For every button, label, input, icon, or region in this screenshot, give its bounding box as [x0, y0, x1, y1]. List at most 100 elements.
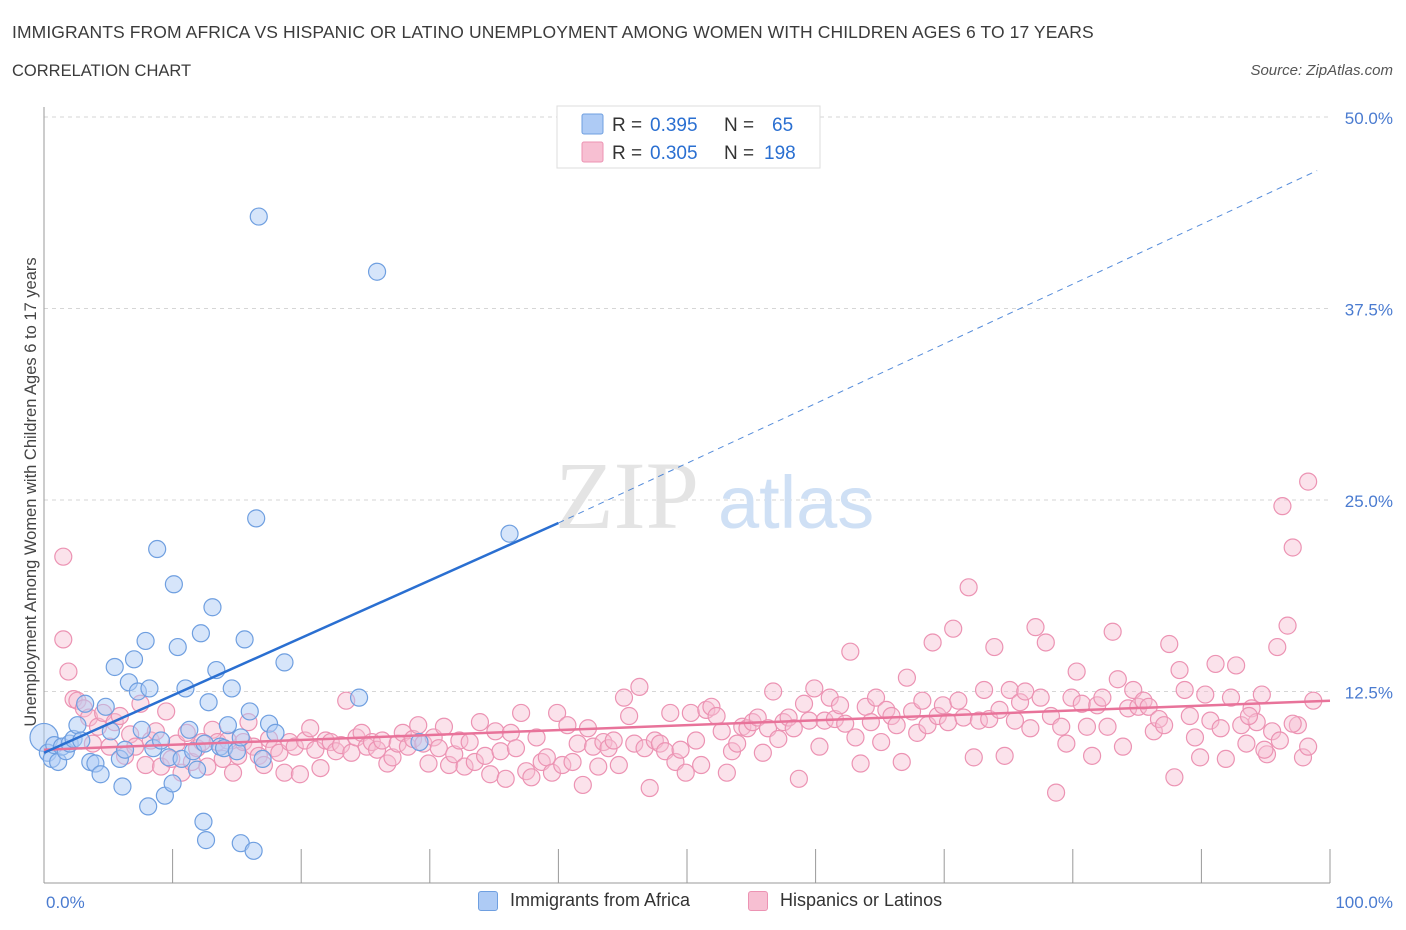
hispanic-point — [671, 740, 690, 759]
hispanic-point — [841, 642, 860, 661]
hispanic-point — [995, 746, 1014, 765]
hispanic-point — [1098, 717, 1117, 736]
africa-point — [113, 777, 132, 796]
africa-point — [191, 624, 210, 643]
hispanic-point — [460, 732, 479, 752]
hispanic-point — [59, 662, 78, 681]
africa-point — [235, 630, 254, 649]
hispanic-point — [481, 765, 500, 784]
africa-point — [247, 509, 266, 528]
source-label: Source: ZipAtlas.com — [1250, 62, 1393, 79]
hispanic-point — [944, 619, 963, 638]
hispanic-point — [311, 758, 330, 778]
hispanic-point — [537, 748, 556, 767]
hispanic-point — [830, 696, 850, 715]
hispanic-point — [964, 748, 983, 767]
hispanic-point — [383, 748, 402, 767]
hispanic-point — [753, 743, 772, 762]
hispanic-point — [1239, 706, 1259, 726]
hispanic-point — [455, 757, 474, 776]
africa-point — [194, 812, 213, 831]
hispanic-point — [810, 737, 829, 756]
hispanic-point — [1067, 662, 1086, 681]
hispanic-point — [1270, 731, 1289, 750]
hispanic-point — [136, 755, 155, 775]
hispanic-point — [223, 763, 243, 782]
hispanic-point — [769, 729, 788, 749]
africa-point — [115, 740, 135, 759]
hispanic-point — [496, 769, 515, 788]
africa-point — [164, 575, 183, 594]
hispanic-point — [620, 706, 639, 726]
hispanic-point — [954, 708, 973, 727]
hispanic-point — [342, 743, 361, 762]
hispanic-point — [1108, 670, 1127, 689]
hispanic-point — [445, 745, 464, 764]
hispanic-point — [1155, 716, 1174, 735]
hispanic-point — [1211, 719, 1230, 738]
hispanic-point — [728, 734, 747, 753]
legend-item-africa[interactable]: Immigrants from Africa — [478, 890, 690, 911]
hispanic-point — [681, 703, 700, 723]
hispanic-point — [434, 717, 454, 736]
legend-swatch-hispanic-bottom — [748, 890, 768, 911]
hispanic-point — [563, 752, 582, 772]
hispanic-trend-line — [43, 699, 1331, 751]
legend-r-label-hispanic: R = — [612, 143, 647, 164]
hispanic-point — [54, 630, 73, 649]
hispanic-point — [429, 739, 448, 758]
legend-n-value-africa: 65 — [772, 115, 793, 136]
x-tick-label: 0.0% — [46, 893, 85, 912]
hispanic-point — [974, 680, 994, 700]
africa-point — [253, 749, 272, 769]
hispanic-point — [1299, 737, 1318, 756]
africa-point — [91, 765, 110, 784]
hispanic-point — [686, 731, 706, 750]
africa-point — [168, 637, 187, 657]
africa-point — [148, 539, 167, 559]
legend-swatch-africa — [581, 113, 604, 135]
hispanic-point — [1005, 711, 1025, 730]
africa-point — [203, 598, 222, 617]
legend-label-africa: Immigrants from Africa — [510, 890, 691, 910]
hispanic-point — [584, 737, 603, 756]
series-legend: Immigrants from Africa Hispanics or Lati… — [0, 890, 1406, 916]
africa-point — [196, 831, 216, 850]
hispanic-point — [1227, 656, 1246, 675]
hispanic-point — [1255, 740, 1274, 759]
hispanic-point — [697, 700, 716, 719]
africa-point — [76, 694, 95, 713]
hispanic-point — [985, 637, 1004, 657]
africa-point — [266, 723, 285, 742]
hispanic-point — [419, 754, 438, 773]
hispanic-point — [1103, 622, 1122, 641]
watermark-atlas: atlas — [718, 461, 874, 544]
legend-swatch-africa-bottom — [478, 890, 498, 911]
hispanic-point — [1293, 748, 1313, 767]
hispanic-point — [640, 778, 659, 798]
africa-trend-line — [43, 521, 559, 754]
hispanic-point — [1252, 685, 1271, 704]
hispanic-point — [542, 763, 562, 782]
hispanic-point — [1160, 634, 1179, 654]
hispanic-point — [1263, 722, 1282, 741]
hispanic-point — [1283, 714, 1302, 733]
y-tick-label: 12.5% — [1345, 684, 1393, 703]
hispanic-point — [990, 700, 1009, 719]
legend-label-hispanic: Hispanics or Latinos — [780, 890, 943, 910]
hispanic-point — [465, 752, 484, 772]
hispanic-point — [157, 702, 176, 721]
legend-r-value-africa: 0.395 — [650, 115, 698, 136]
legend-item-hispanic[interactable]: Hispanics or Latinos — [748, 890, 942, 911]
hispanic-point — [805, 679, 824, 698]
hispanic-point — [1196, 685, 1215, 704]
hispanic-point — [1062, 688, 1081, 707]
hispanic-point — [1278, 616, 1297, 635]
hispanic-point — [1283, 538, 1302, 557]
hispanic-point — [1000, 680, 1019, 700]
legend-n-value-hispanic: 198 — [764, 143, 796, 164]
hispanic-point — [609, 755, 628, 775]
africa-point — [244, 841, 263, 860]
hispanic-point — [872, 732, 891, 752]
